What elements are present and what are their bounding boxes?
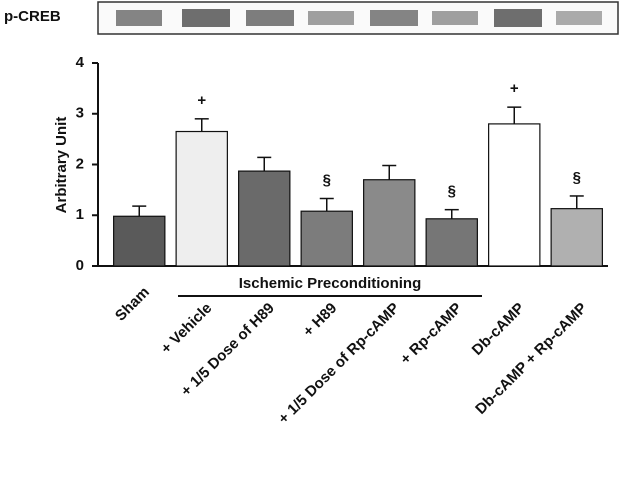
bar (551, 209, 602, 266)
y-tick-label: 2 (76, 155, 84, 172)
y-tick-label: 4 (76, 54, 85, 71)
y-tick-label: 0 (76, 257, 84, 274)
x-tick-label: Sham (112, 284, 153, 325)
bar (426, 219, 477, 266)
x-tick-label: Db-cAMP (469, 300, 528, 359)
bar (176, 132, 227, 266)
significance-marker: § (323, 171, 331, 188)
chart: p-CREB Arbitrary Unit Ischemic Precondit… (0, 0, 622, 484)
significance-marker: § (448, 183, 456, 200)
y-axis-label: Arbitrary Unit (53, 117, 70, 214)
blot-label: p-CREB (4, 8, 61, 25)
blot (98, 2, 618, 34)
group-label: Ischemic Preconditioning (239, 275, 422, 292)
y-tick-label: 1 (76, 206, 84, 223)
significance-marker: + (510, 80, 519, 97)
x-tick-label: + Vehicle (158, 300, 216, 358)
x-tick-label: + Rp-cAMP (397, 300, 465, 368)
significance-marker: § (573, 169, 581, 186)
bar (301, 211, 352, 266)
y-tick-label: 3 (76, 105, 84, 122)
significance-marker: + (197, 92, 206, 109)
x-tick-label: Db-cAMP + Rp-cAMP (472, 300, 590, 418)
bar (239, 171, 290, 266)
x-tick-label: + 1/5 Dose of Rp-cAMP (275, 300, 403, 428)
x-tick-label: + H89 (300, 300, 341, 341)
bar (114, 216, 165, 266)
bar (489, 124, 540, 266)
bar (364, 180, 415, 266)
